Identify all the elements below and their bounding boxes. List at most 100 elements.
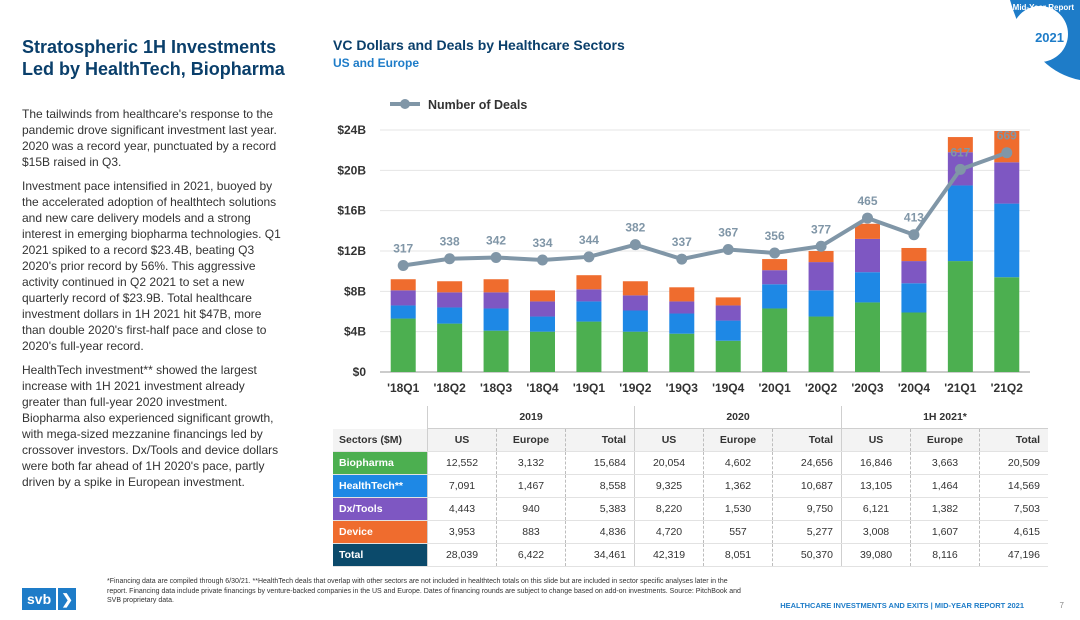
year-header: 2020: [634, 406, 842, 429]
deals-label: 317: [393, 241, 413, 255]
bar-segment-biopharma: [530, 331, 555, 372]
report-label: HEALTHCARE INVESTMENTS AND EXITS | MID-Y…: [780, 601, 1024, 610]
deals-label: 465: [857, 194, 877, 208]
logo-text: svb: [22, 588, 57, 610]
x-tick-label: '18Q2: [434, 381, 467, 395]
table-cell: 20,054: [634, 451, 704, 475]
table-cell: 50,370: [772, 543, 842, 567]
vc-dollars-deals-chart: $0 $4B $8B $12B $16B $20B $24B '18Q1 '18Q2 '18Q3 '…: [337, 98, 1030, 395]
bar-segment-device: [622, 281, 648, 296]
deals-label: 344: [579, 233, 599, 247]
table-cell: 34,461: [565, 543, 635, 567]
table-cell: 4,615: [979, 520, 1048, 544]
table-cell: 557: [703, 520, 773, 544]
bar-segment-device: [947, 137, 973, 153]
table-cell: 1,464: [910, 474, 980, 498]
bar-segment-device: [390, 279, 416, 291]
table-cell: 9,750: [772, 497, 842, 521]
deals-label: 382: [625, 221, 645, 235]
deals-point: [583, 251, 595, 263]
bar-segment-healthtech: [994, 203, 1020, 278]
bar-segment-device: [576, 275, 602, 290]
table-year-row: 2019 2020 1H 2021*: [333, 406, 1048, 429]
deals-point: [722, 243, 734, 255]
sector-label: Biopharma: [333, 451, 428, 475]
bar-segment-device: [483, 279, 509, 293]
body-text: The tailwinds from healthcare's response…: [22, 106, 284, 498]
paragraph: Investment pace intensified in 2021, buo…: [22, 179, 281, 353]
y-tick-label: $20B: [337, 163, 366, 177]
deals-point: [490, 251, 502, 263]
y-tick-label: $16B: [337, 204, 366, 218]
bar-segment-healthtech: [901, 283, 927, 313]
table-cell: 8,116: [910, 543, 980, 567]
chart-title: VC Dollars and Deals by Healthcare Secto…: [333, 37, 625, 53]
x-tick-label: '19Q1: [573, 381, 606, 395]
table-cell: 13,105: [841, 474, 911, 498]
deals-label: 413: [904, 211, 924, 225]
y-tick-label: $8B: [344, 284, 366, 298]
table-cell: 4,602: [703, 451, 773, 475]
bar-segment-healthtech: [437, 307, 463, 324]
table-cell: 7,503: [979, 497, 1048, 521]
deals-point: [769, 247, 781, 259]
bar-segment-healthtech: [390, 305, 416, 319]
table-cell: 3,132: [496, 451, 566, 475]
table-cell: 8,220: [634, 497, 704, 521]
table-cell: 9,325: [634, 474, 704, 498]
table-cell: 39,080: [841, 543, 911, 567]
y-tick-label: $12B: [337, 244, 366, 258]
table-cell: 6,422: [496, 543, 566, 567]
y-tick-label: $4B: [344, 325, 366, 339]
bar-segment-biopharma: [669, 333, 695, 372]
deals-label: 338: [440, 235, 460, 249]
bar-segment-device: [669, 287, 695, 302]
deals-point: [954, 163, 966, 175]
deals-label: 617: [950, 145, 970, 159]
column-header: Europe: [910, 428, 980, 452]
bar-segment-biopharma: [762, 308, 788, 372]
table-row: Dx/Tools 4,443 940 5,383 8,220 1,530 9,750 6,12…: [333, 497, 1048, 521]
bar-segment-healthtech: [762, 284, 788, 309]
chevron-right-icon: ❯: [58, 588, 77, 610]
table-header-row: Sectors ($M) US Europe Total US Europe T…: [333, 428, 1048, 452]
table-cell: 14,569: [979, 474, 1048, 498]
column-header: Total: [979, 428, 1048, 452]
table-cell: 12,552: [427, 451, 497, 475]
table-cell: 4,720: [634, 520, 704, 544]
table-cell: 1,382: [910, 497, 980, 521]
table-cell: 28,039: [427, 543, 497, 567]
bar-segment-device: [855, 223, 880, 239]
deals-point: [815, 240, 827, 252]
table-cell: 7,091: [427, 474, 497, 498]
table-cell: 3,008: [841, 520, 911, 544]
x-tick-label: '18Q3: [480, 381, 513, 395]
bar-segment-biopharma: [622, 331, 648, 372]
bar-segment-dx-tools: [855, 238, 880, 273]
deals-label: 669: [997, 129, 1017, 143]
bar-segment-biopharma: [390, 318, 416, 372]
bar-segment-dx-tools: [576, 289, 602, 302]
bar-segment-device: [762, 259, 788, 271]
sector-label: Dx/Tools: [333, 497, 428, 521]
column-header: Sectors ($M): [333, 428, 428, 452]
bar-segment-healthtech: [530, 316, 555, 332]
bar-segment-dx-tools: [530, 301, 555, 317]
bar-segment-dx-tools: [390, 290, 416, 306]
y-tick-label: $0: [353, 365, 367, 379]
column-header: Europe: [496, 428, 566, 452]
bar-segment-biopharma: [947, 261, 973, 372]
deals-label: 337: [672, 235, 692, 249]
bar-segment-device: [437, 281, 463, 293]
sector-label: HealthTech**: [333, 474, 428, 498]
table-cell: 10,687: [772, 474, 842, 498]
table-cell: 1,362: [703, 474, 773, 498]
report-year: 2021: [1035, 30, 1064, 45]
deals-point: [676, 253, 688, 265]
bar-segment-biopharma: [808, 316, 834, 372]
table-cell: 4,836: [565, 520, 635, 544]
table-cell: 940: [496, 497, 566, 521]
sector-label: Total: [333, 543, 428, 567]
bar-segment-dx-tools: [715, 305, 741, 321]
corner-label: Mid-Year Report: [1012, 3, 1074, 12]
